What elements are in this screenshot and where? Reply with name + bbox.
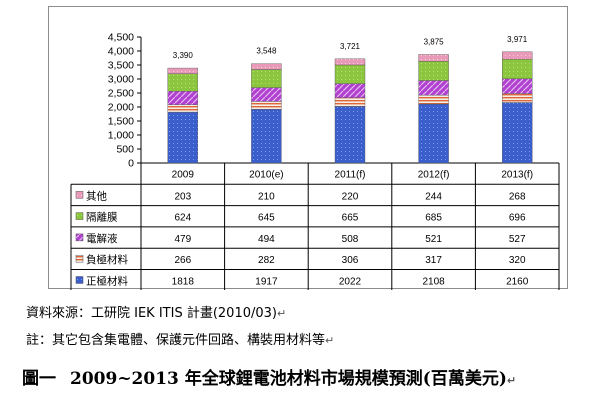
- bar-segment-separator: [334, 64, 366, 84]
- table-cell-value: 266: [174, 255, 191, 266]
- y-tick-label: 2,000: [108, 102, 134, 114]
- y-tick-label: 4,000: [108, 46, 134, 58]
- bar-segment-cathode: [251, 109, 282, 164]
- total-label: 3,390: [173, 51, 194, 60]
- bar-segment-separator: [418, 61, 449, 81]
- bar-segment-anode: [418, 94, 449, 105]
- x-category-label: 2013(f): [501, 170, 533, 181]
- table-cell-value: 1917: [255, 277, 278, 288]
- footnote: 註：其它包含集電體、保護元件回路、構裝用材料等↵: [26, 329, 334, 348]
- legend-swatch: [75, 276, 84, 284]
- table-cell-value: 2022: [339, 277, 362, 288]
- bar-segment-cathode: [418, 103, 449, 164]
- bar-segment-other: [418, 54, 449, 62]
- table-cell-value: 220: [342, 191, 359, 202]
- legend-swatch: [75, 254, 84, 263]
- legend-swatch: [75, 233, 84, 242]
- table-cell-value: 210: [258, 191, 275, 202]
- bar-segment-cathode: [167, 111, 199, 164]
- bar-segment-electrolyte: [251, 87, 282, 102]
- footnote-text: 註：其它包含集電體、保護元件回路、構裝用材料等: [26, 333, 326, 348]
- legend-label: 正極材料: [86, 275, 128, 288]
- x-category-label: 2009: [172, 170, 195, 181]
- table-cell-value: 268: [509, 191, 526, 202]
- total-label: 3,875: [424, 38, 445, 47]
- x-category-label: 2010(e): [249, 170, 283, 181]
- legend-swatch: [75, 191, 84, 199]
- table-cell-value: 282: [258, 255, 275, 266]
- table-cell-value: 645: [258, 213, 275, 224]
- total-label: 3,971: [507, 35, 528, 44]
- table-cell-value: 521: [425, 234, 442, 245]
- table-cell-value: 624: [174, 213, 191, 224]
- table-cell-value: 317: [425, 255, 442, 266]
- bar-segment-electrolyte: [502, 78, 533, 94]
- bar-segment-anode: [251, 101, 282, 110]
- bar-segment-separator: [502, 59, 533, 80]
- figure-caption: 圖一 2009~2013 年全球鋰電池材料市場規模預測(百萬美元)↵: [22, 364, 516, 389]
- legend-label: 負極材料: [86, 253, 128, 266]
- bar-segment-separator: [251, 69, 282, 88]
- table-cell-value: 696: [509, 213, 526, 224]
- y-tick-label: 500: [116, 144, 134, 156]
- bar-segment-cathode: [334, 106, 366, 164]
- bar-segment-other: [251, 63, 282, 70]
- table-cell-value: 306: [342, 255, 359, 266]
- y-tick-label: 3,000: [108, 74, 134, 86]
- bar-segment-other: [167, 67, 199, 74]
- bar-segment-anode: [502, 93, 533, 103]
- bar-segment-cathode: [502, 102, 533, 164]
- y-tick-label: 2,500: [108, 88, 134, 100]
- table-cell-value: 320: [509, 255, 526, 266]
- bar-segment-other: [334, 58, 366, 66]
- caption-label: 圖一: [22, 369, 56, 389]
- legend-label: 電解液: [86, 232, 118, 245]
- table-cell-value: 527: [509, 234, 526, 245]
- table-cell-value: 244: [425, 191, 442, 202]
- y-tick-label: 1,000: [108, 130, 134, 142]
- total-label: 3,721: [340, 42, 361, 51]
- source-text: 資料來源：工研院 IEK ITIS 計畫(2010/03): [26, 306, 277, 321]
- source-note: 資料來源：工研院 IEK ITIS 計畫(2010/03)↵: [26, 302, 286, 321]
- table-cell-value: 203: [174, 191, 191, 202]
- paragraph-mark-icon: ↵: [506, 374, 517, 387]
- legend-label: 其他: [86, 189, 107, 202]
- bar-segment-separator: [167, 73, 199, 92]
- table-cell-value: 2108: [422, 277, 445, 288]
- stacked-bar-chart: 0 500 1,000 1,500 2,000 2,500 3,000 3,500 4,000 4…: [70, 32, 560, 290]
- table-cell-value: 508: [342, 234, 359, 245]
- table-cell-value: 665: [342, 213, 359, 224]
- y-tick-label: 0: [128, 158, 134, 170]
- paragraph-mark-icon: ↵: [325, 334, 335, 347]
- y-tick-label: 4,500: [108, 32, 134, 44]
- table-cell-value: 479: [174, 234, 191, 245]
- bar-segment-other: [502, 51, 533, 60]
- caption-text: 2009~2013 年全球鋰電池材料市場規模預測(百萬美元): [70, 369, 507, 389]
- y-tick-label: 3,500: [108, 60, 134, 72]
- bar-segment-electrolyte: [334, 83, 366, 99]
- table-cell-value: 685: [425, 213, 442, 224]
- bar-segment-electrolyte: [167, 91, 199, 105]
- x-category-label: 2011(f): [335, 170, 366, 181]
- x-category-label: 2012(f): [418, 170, 450, 181]
- bar-segment-anode: [167, 104, 199, 113]
- bar-segment-electrolyte: [418, 80, 449, 96]
- total-label: 3,548: [256, 47, 277, 56]
- legend-label: 隔離膜: [86, 211, 118, 224]
- chart-frame: 0 500 1,000 1,500 2,000 2,500 3,000 3,500 4,000 4…: [48, 6, 568, 290]
- paragraph-mark-icon: ↵: [276, 307, 287, 320]
- y-tick-label: 1,500: [108, 116, 134, 128]
- legend-swatch: [75, 212, 84, 220]
- table-cell-value: 494: [258, 234, 275, 245]
- table-cell-value: 2160: [506, 277, 529, 288]
- table-cell-value: 1818: [172, 277, 195, 288]
- bar-segment-anode: [334, 97, 366, 107]
